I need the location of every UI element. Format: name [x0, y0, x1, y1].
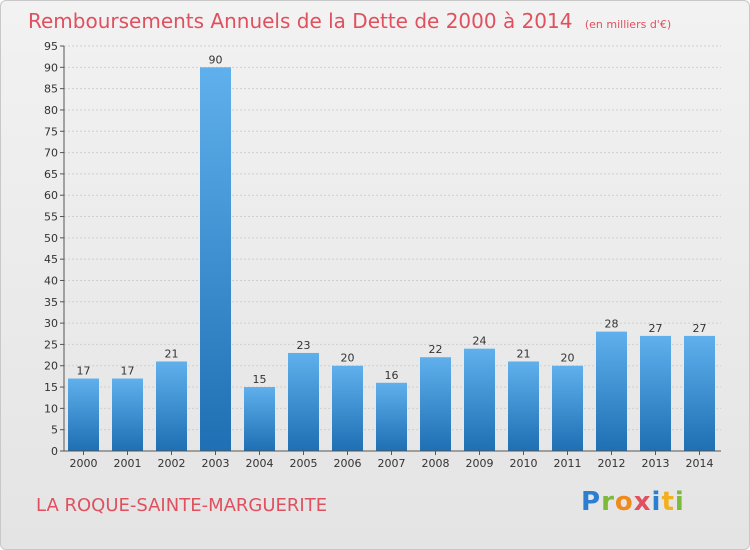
logo-letter: i: [674, 487, 685, 517]
bar: [68, 378, 99, 451]
bar-value-label: 16: [385, 369, 399, 382]
bar-value-label: 20: [561, 352, 575, 365]
y-tick-label: 60: [44, 189, 58, 202]
logo-letter: x: [633, 487, 652, 517]
x-tick-label: 2005: [290, 457, 318, 470]
x-tick-label: 2012: [598, 457, 626, 470]
bar: [552, 365, 583, 451]
bar: [244, 387, 275, 451]
axes: 0 5 10 15 20 25 30 35 40 45 50 55 60 65 70 75 80 85 90 95 20…: [44, 40, 721, 470]
x-tick-label: 2001: [114, 457, 142, 470]
bar: [596, 331, 627, 451]
bar: [420, 357, 451, 451]
x-tick-label: 2000: [70, 457, 98, 470]
y-tick-label: 80: [44, 104, 58, 117]
place-name: LA ROQUE-SAINTE-MARGUERITE: [36, 495, 328, 516]
x-tick-label: 2006: [334, 457, 362, 470]
x-tick-label: 2011: [554, 457, 582, 470]
chart-title-text: Remboursements Annuels de la Dette de 20…: [28, 9, 573, 33]
x-tick-label: 2002: [158, 457, 186, 470]
x-tick-label: 2009: [466, 457, 494, 470]
bar-value-label: 23: [297, 339, 311, 352]
y-tick-label: 65: [44, 168, 58, 181]
y-tick-label: 85: [44, 83, 58, 96]
bar: [156, 361, 187, 451]
y-tick-label: 75: [44, 125, 58, 138]
bar-value-label: 21: [165, 347, 179, 360]
y-tick-label: 25: [44, 338, 58, 351]
y-tick-label: 95: [44, 40, 58, 53]
logo-letter: P: [581, 487, 602, 517]
y-tick-label: 45: [44, 253, 58, 266]
bar: [508, 361, 539, 451]
x-tick-label: 2013: [642, 457, 670, 470]
x-tick-label: 2014: [686, 457, 714, 470]
bar: [376, 382, 407, 451]
bar-value-label: 17: [77, 365, 91, 378]
chart-unit-label: (en milliers d'€): [584, 18, 672, 31]
y-tick-label: 35: [44, 296, 58, 309]
bar-value-label: 24: [473, 335, 487, 348]
bar-value-label: 17: [121, 365, 135, 378]
x-tick-label: 2007: [378, 457, 406, 470]
y-tick-label: 10: [44, 402, 58, 415]
y-tick-label: 70: [44, 147, 58, 160]
logo-letter: i: [651, 487, 662, 517]
logo-letter: t: [661, 487, 675, 517]
bar: [112, 378, 143, 451]
bar-value-label: 21: [517, 347, 531, 360]
x-tick-label: 2010: [510, 457, 538, 470]
y-tick-label: 30: [44, 317, 58, 330]
bar: [684, 335, 715, 451]
proxiti-logo: Proxiti: [581, 487, 685, 517]
bar: [288, 352, 319, 451]
y-tick-label: 5: [51, 424, 58, 437]
logo-letter: o: [614, 487, 634, 517]
logo-letter: r: [601, 487, 615, 517]
bar: [464, 348, 495, 451]
bar-value-label: 90: [209, 53, 223, 66]
y-tick-label: 50: [44, 232, 58, 245]
bar: [640, 335, 671, 451]
bar: [200, 67, 231, 451]
y-tick-label: 15: [44, 381, 58, 394]
bar-value-label: 27: [693, 322, 707, 335]
y-tick-label: 40: [44, 274, 58, 287]
bar-value-label: 15: [253, 373, 267, 386]
chart-title: Remboursements Annuels de la Dette de 20…: [28, 9, 671, 33]
x-tick-label: 2008: [422, 457, 450, 470]
bars: 17 17 21 90 15 23 20 16 22 24 21 20 28 27 27: [68, 53, 715, 451]
y-tick-label: 0: [51, 445, 58, 458]
bar-value-label: 20: [341, 352, 355, 365]
x-tick-label: 2004: [246, 457, 274, 470]
bar-value-label: 28: [605, 318, 619, 331]
x-tick-label: 2003: [202, 457, 230, 470]
y-tick-label: 20: [44, 360, 58, 373]
y-tick-label: 55: [44, 211, 58, 224]
y-tick-label: 90: [44, 61, 58, 74]
bar-value-label: 22: [429, 343, 443, 356]
bar: [332, 365, 363, 451]
bar-value-label: 27: [649, 322, 663, 335]
